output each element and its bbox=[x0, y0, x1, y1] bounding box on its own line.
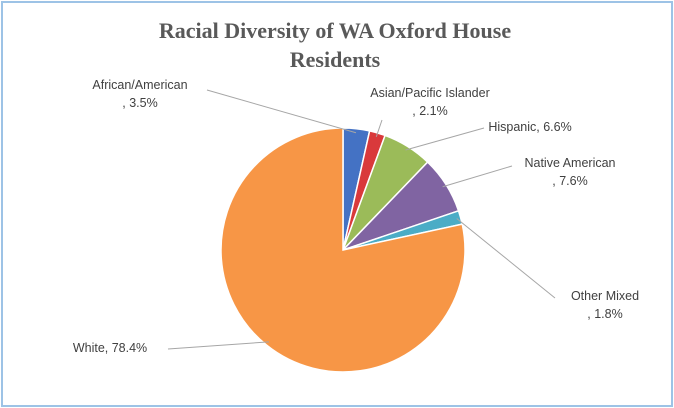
label-value: , 2.1% bbox=[412, 104, 447, 118]
leader-line bbox=[167, 341, 269, 350]
label-value: , 3.5% bbox=[122, 96, 157, 110]
label-category: Asian/Pacific Islander bbox=[370, 86, 490, 100]
label-value: , 6.6% bbox=[536, 120, 571, 134]
chart-title: Racial Diversity of WA Oxford House Resid… bbox=[159, 18, 511, 72]
label-category: African/American bbox=[92, 78, 187, 92]
leader-line bbox=[456, 218, 556, 299]
data-label: White, 78.4% bbox=[73, 341, 147, 355]
label-category: White bbox=[73, 341, 105, 355]
title-line: Residents bbox=[290, 47, 381, 72]
title-line: Racial Diversity of WA Oxford House bbox=[159, 18, 511, 43]
leader-line bbox=[206, 89, 357, 134]
label-category: Hispanic bbox=[488, 120, 536, 134]
leader-line bbox=[375, 119, 383, 137]
leader-line bbox=[405, 127, 485, 151]
data-label: African/American , 3.5% bbox=[92, 78, 187, 110]
leader-line bbox=[442, 165, 513, 188]
label-value: , 78.4% bbox=[105, 341, 147, 355]
label-value: , 1.8% bbox=[587, 307, 622, 321]
label-category: Native American bbox=[524, 156, 615, 170]
pie-slice bbox=[220, 127, 466, 373]
data-label: Other Mixed , 1.8% bbox=[571, 289, 639, 321]
data-label: Asian/Pacific Islander , 2.1% bbox=[370, 86, 490, 118]
data-label: Hispanic, 6.6% bbox=[488, 120, 571, 134]
label-category: Other Mixed bbox=[571, 289, 639, 303]
label-value: , 7.6% bbox=[552, 174, 587, 188]
data-label: Native American , 7.6% bbox=[524, 156, 615, 188]
